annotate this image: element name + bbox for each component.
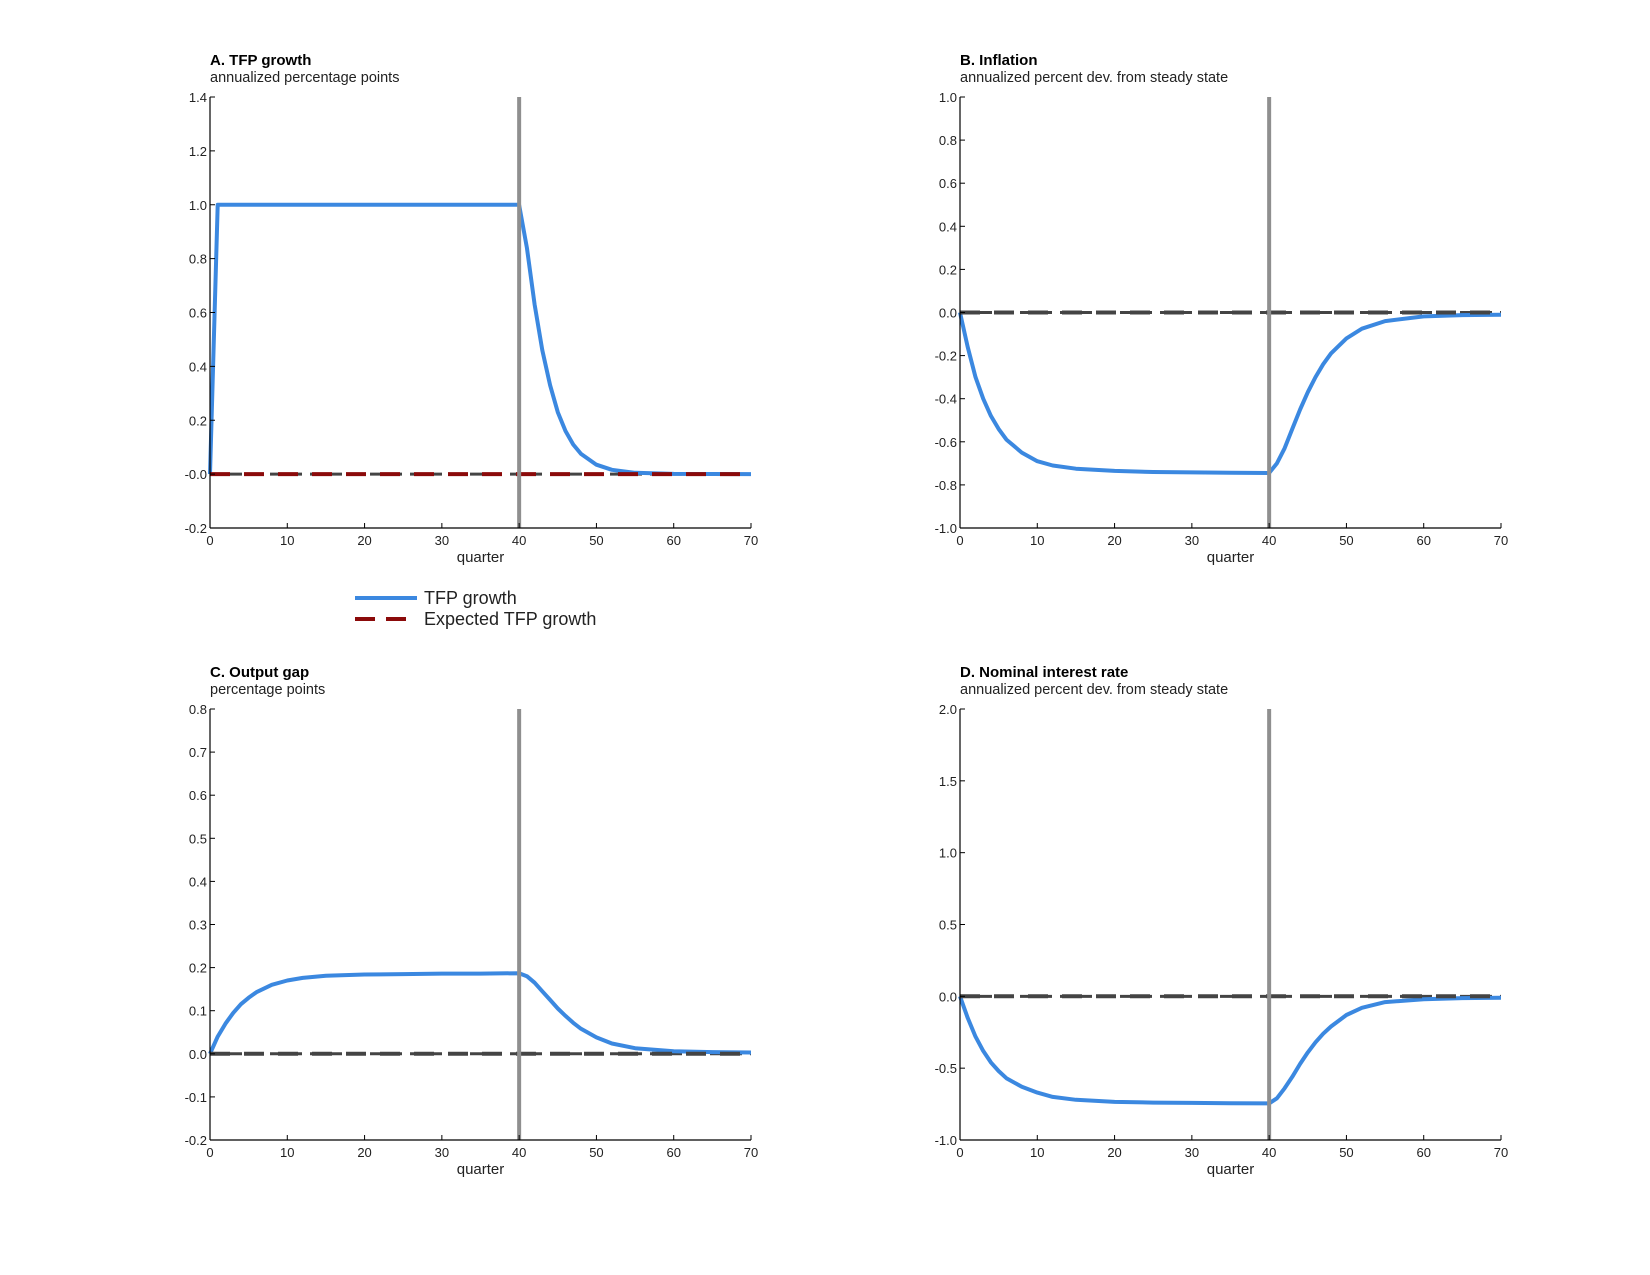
y-tick-label: -0.0 bbox=[185, 467, 207, 482]
x-tick-label: 40 bbox=[512, 533, 526, 548]
y-tick-label: 0.3 bbox=[189, 918, 207, 933]
x-tick-label: 30 bbox=[435, 533, 449, 548]
y-tick-label: -0.2 bbox=[185, 521, 207, 536]
panel-title: A. TFP growth bbox=[210, 52, 311, 69]
y-tick-label: 0.2 bbox=[939, 262, 957, 277]
y-tick-label: 0.0 bbox=[939, 306, 957, 321]
x-axis-label: quarter bbox=[1207, 1161, 1255, 1178]
panel-title: C. Output gap bbox=[210, 664, 309, 681]
x-tick-label: 70 bbox=[1494, 533, 1508, 548]
x-tick-label: 60 bbox=[666, 1145, 680, 1160]
y-tick-label: -0.8 bbox=[935, 478, 957, 493]
y-tick-label: 0.0 bbox=[939, 989, 957, 1004]
x-tick-label: 40 bbox=[1262, 533, 1276, 548]
y-tick-label: 1.4 bbox=[189, 90, 207, 105]
y-tick-label: 1.2 bbox=[189, 144, 207, 159]
x-tick-label: 0 bbox=[206, 533, 213, 548]
y-tick-label: 2.0 bbox=[939, 702, 957, 717]
x-tick-label: 50 bbox=[589, 1145, 603, 1160]
x-tick-label: 20 bbox=[357, 1145, 371, 1160]
y-tick-label: -0.6 bbox=[935, 435, 957, 450]
x-tick-label: 20 bbox=[1107, 533, 1121, 548]
x-tick-label: 70 bbox=[1494, 1145, 1508, 1160]
y-tick-label: 0.4 bbox=[189, 874, 207, 889]
x-tick-label: 0 bbox=[956, 533, 963, 548]
y-tick-label: 0.8 bbox=[939, 133, 957, 148]
x-axis-label: quarter bbox=[457, 1161, 505, 1178]
x-tick-label: 70 bbox=[744, 1145, 758, 1160]
legend: TFP growth Expected TFP growth bbox=[355, 588, 596, 629]
x-tick-label: 10 bbox=[1030, 533, 1044, 548]
y-tick-label: 0.6 bbox=[189, 788, 207, 803]
y-tick-label: 1.0 bbox=[939, 846, 957, 861]
x-axis-label: quarter bbox=[457, 549, 505, 566]
x-tick-label: 20 bbox=[357, 533, 371, 548]
y-tick-label: 0.6 bbox=[189, 306, 207, 321]
y-tick-label: -1.0 bbox=[935, 1133, 957, 1148]
y-tick-label: 0.2 bbox=[189, 961, 207, 976]
y-tick-label: 1.0 bbox=[189, 198, 207, 213]
y-tick-label: 0.2 bbox=[189, 413, 207, 428]
panel-subtitle: annualized percent dev. from steady stat… bbox=[960, 70, 1228, 86]
y-tick-label: 0.4 bbox=[939, 219, 957, 234]
panel-subtitle: annualized percent dev. from steady stat… bbox=[960, 682, 1228, 698]
series-line-solid bbox=[208, 971, 752, 1055]
y-tick-label: -0.2 bbox=[935, 349, 957, 364]
y-tick-label: -0.4 bbox=[935, 392, 957, 407]
y-tick-label: -0.2 bbox=[185, 1133, 207, 1148]
y-tick-label: 0.8 bbox=[189, 252, 207, 267]
y-tick-label: -0.1 bbox=[185, 1090, 207, 1105]
y-tick-label: 1.5 bbox=[939, 774, 957, 789]
x-tick-label: 10 bbox=[280, 533, 294, 548]
x-tick-label: 0 bbox=[206, 1145, 213, 1160]
y-tick-label: 0.4 bbox=[189, 359, 207, 374]
x-tick-label: 10 bbox=[1030, 1145, 1044, 1160]
x-tick-label: 50 bbox=[1339, 1145, 1353, 1160]
series-line-solid bbox=[958, 312, 1502, 475]
panel-title: D. Nominal interest rate bbox=[960, 664, 1128, 681]
x-tick-label: 50 bbox=[1339, 533, 1353, 548]
y-tick-label: 1.0 bbox=[939, 90, 957, 105]
panel-subtitle: percentage points bbox=[210, 682, 325, 698]
x-tick-label: 10 bbox=[280, 1145, 294, 1160]
y-tick-label: 0.5 bbox=[939, 918, 957, 933]
x-tick-label: 60 bbox=[1416, 533, 1430, 548]
y-tick-label: 0.6 bbox=[939, 176, 957, 191]
y-tick-label: -1.0 bbox=[935, 521, 957, 536]
y-tick-label: 0.1 bbox=[189, 1004, 207, 1019]
panel-subtitle: annualized percentage points bbox=[210, 70, 399, 86]
series-line-solid bbox=[208, 202, 752, 477]
x-tick-label: 40 bbox=[512, 1145, 526, 1160]
x-tick-label: 30 bbox=[435, 1145, 449, 1160]
x-axis-label: quarter bbox=[1207, 549, 1255, 566]
y-tick-label: 0.7 bbox=[189, 745, 207, 760]
x-tick-label: 70 bbox=[744, 533, 758, 548]
x-tick-label: 40 bbox=[1262, 1145, 1276, 1160]
legend-label-expected-tfp-growth: Expected TFP growth bbox=[424, 609, 596, 629]
y-tick-label: -0.5 bbox=[935, 1061, 957, 1076]
x-tick-label: 60 bbox=[1416, 1145, 1430, 1160]
x-tick-label: 30 bbox=[1185, 533, 1199, 548]
y-tick-label: 0.5 bbox=[189, 831, 207, 846]
x-tick-label: 20 bbox=[1107, 1145, 1121, 1160]
y-tick-label: 0.8 bbox=[189, 702, 207, 717]
y-tick-label: 0.0 bbox=[189, 1047, 207, 1062]
x-tick-label: 60 bbox=[666, 533, 680, 548]
series-line-solid bbox=[958, 995, 1502, 1106]
x-tick-label: 50 bbox=[589, 533, 603, 548]
x-tick-label: 0 bbox=[956, 1145, 963, 1160]
panel-title: B. Inflation bbox=[960, 52, 1038, 69]
legend-label-tfp-growth: TFP growth bbox=[424, 588, 517, 608]
x-tick-label: 30 bbox=[1185, 1145, 1199, 1160]
